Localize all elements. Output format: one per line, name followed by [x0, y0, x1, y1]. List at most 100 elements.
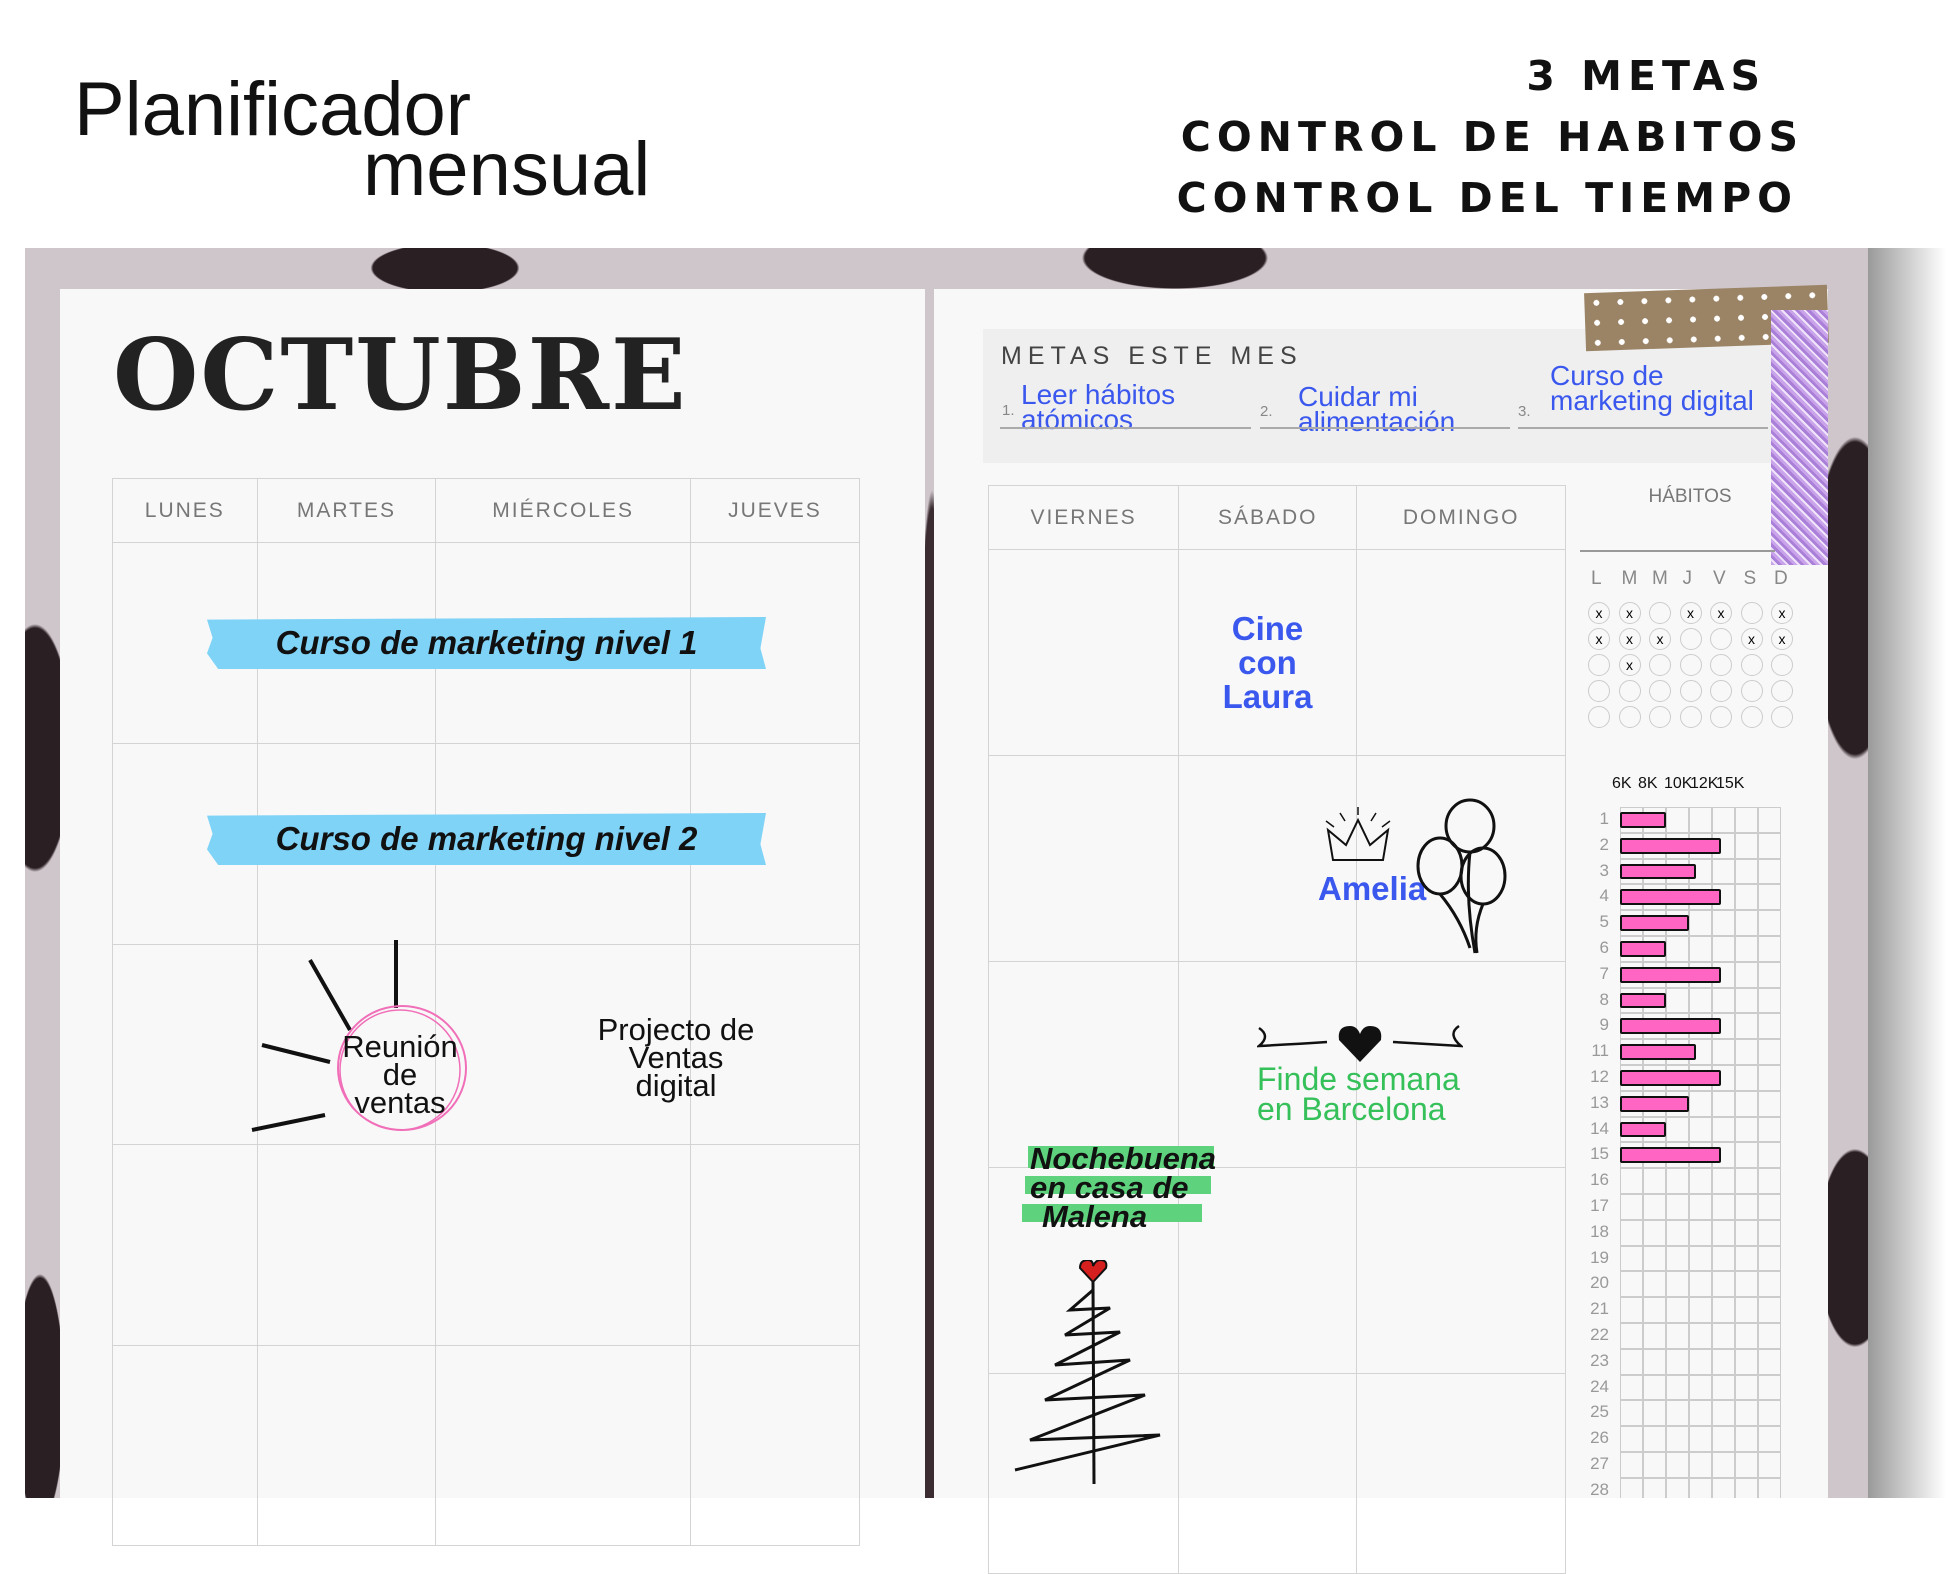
day-cell[interactable] [1178, 549, 1358, 756]
day-cell[interactable] [256, 1144, 437, 1346]
event-meeting[interactable]: Reunión de ventas [330, 1031, 470, 1118]
habit-checkbox[interactable] [1588, 680, 1610, 702]
event-cine[interactable]: Cine con Laura [1200, 612, 1335, 714]
habit-checkbox[interactable] [1740, 602, 1763, 624]
event-project[interactable]: Projecto de Ventas digital [566, 1014, 786, 1101]
grid-cell [1735, 1297, 1758, 1323]
day-header: MIÉRCOLES [435, 478, 691, 543]
day-cell[interactable] [256, 1345, 437, 1546]
grid-cell [1666, 1477, 1689, 1498]
grid-cell [1666, 1400, 1689, 1427]
habit-checkbox[interactable] [1649, 654, 1671, 676]
day-cell[interactable] [112, 944, 258, 1145]
habit-checkbox[interactable] [1771, 706, 1793, 728]
habit-checkbox[interactable] [1771, 680, 1793, 702]
day-header: LUNES [112, 478, 258, 543]
grid-cell [1643, 1297, 1666, 1323]
grid-cell [1620, 1219, 1643, 1246]
day-cell[interactable] [987, 549, 1180, 756]
habit-checkbox[interactable] [1618, 680, 1641, 702]
habit-checkbox[interactable]: x [1618, 602, 1641, 624]
row-label: 20 [1590, 1273, 1609, 1293]
habit-checkbox[interactable]: x [1588, 602, 1610, 624]
habit-checkbox[interactable] [1679, 680, 1702, 702]
habit-checkbox[interactable] [1649, 602, 1671, 624]
day-cell[interactable] [1356, 961, 1566, 1168]
habit-checkbox[interactable] [1588, 706, 1610, 728]
habit-checkbox[interactable] [1649, 680, 1671, 702]
grid-cell [1758, 936, 1781, 962]
day-cell[interactable] [987, 961, 1180, 1168]
grid-cell [1666, 1297, 1689, 1323]
habit-checkbox[interactable] [1740, 706, 1763, 728]
event-course-2[interactable]: Curso de marketing nivel 2 [207, 813, 766, 865]
grid-cell [1643, 1168, 1666, 1194]
habit-checkbox[interactable] [1679, 654, 1702, 676]
habit-checkbox[interactable]: x [1618, 628, 1641, 650]
habit-checkbox[interactable] [1710, 680, 1732, 702]
day-cell[interactable] [435, 1345, 691, 1546]
habit-checkbox[interactable]: x [1618, 654, 1641, 676]
day-cell[interactable] [1356, 1373, 1566, 1574]
day-cell[interactable] [987, 755, 1180, 962]
event-text: con [1238, 644, 1297, 681]
habit-checkbox[interactable]: x [1740, 628, 1763, 650]
grid-cell [1666, 807, 1689, 833]
habit-checkbox[interactable] [1649, 706, 1671, 728]
row-label: 21 [1590, 1299, 1609, 1319]
page-shadow [1868, 248, 1946, 1498]
goal-1[interactable]: Leer hábitos atómicos [1021, 381, 1175, 434]
day-cell[interactable] [1178, 1373, 1358, 1574]
habit-checkbox[interactable]: x [1710, 602, 1732, 624]
crown-icon [1325, 807, 1391, 861]
event-birthday[interactable]: Amelia [1318, 870, 1427, 907]
day-cell[interactable] [256, 944, 437, 1145]
day-cell[interactable] [112, 1144, 258, 1346]
grid-cell [1643, 1194, 1666, 1220]
day-cell[interactable] [689, 1144, 861, 1346]
goal-2[interactable]: Cuidar mi alimentación [1298, 383, 1455, 436]
grid-cell [1735, 1374, 1758, 1401]
grid-cell [1758, 1090, 1781, 1117]
habit-checkbox[interactable] [1771, 654, 1793, 676]
bar-day-14 [1620, 1121, 1666, 1138]
habit-checkbox[interactable]: x [1771, 602, 1793, 624]
day-cell[interactable] [435, 944, 691, 1145]
row-label: 9 [1599, 1015, 1609, 1035]
habit-checkbox[interactable]: x [1588, 628, 1610, 650]
day-cell[interactable] [435, 1144, 691, 1346]
day-cell[interactable] [1178, 755, 1358, 962]
day-cell[interactable] [1356, 1167, 1566, 1374]
habit-checkbox[interactable] [1618, 706, 1641, 728]
event-weekend[interactable]: Finde semana en Barcelona [1257, 1063, 1460, 1125]
day-cell[interactable] [1356, 549, 1566, 756]
habit-checkbox[interactable] [1740, 654, 1763, 676]
grid-cell [1735, 832, 1758, 859]
habit-checkbox[interactable] [1679, 706, 1702, 728]
habit-checkbox[interactable] [1710, 654, 1732, 676]
day-cell[interactable] [689, 944, 861, 1145]
event-course-1[interactable]: Curso de marketing nivel 1 [207, 617, 766, 669]
habit-checkbox[interactable] [1679, 628, 1702, 650]
row-label: 2 [1599, 834, 1609, 854]
habit-checkbox[interactable] [1740, 680, 1763, 702]
grid-cell [1758, 832, 1781, 859]
day-cell[interactable] [689, 1345, 861, 1546]
grid-cell [1712, 1245, 1735, 1272]
habit-checkbox[interactable]: x [1649, 628, 1671, 650]
event-xmas[interactable]: Nochebuena en casa de Malena [1030, 1143, 1216, 1232]
grid-cell [1735, 807, 1758, 833]
row-label: 6 [1599, 938, 1609, 957]
habit-checkbox[interactable]: x [1679, 602, 1702, 624]
day-cell[interactable] [1178, 961, 1358, 1168]
weekday-label: D [1774, 568, 1788, 589]
row-label: 12 [1590, 1067, 1609, 1086]
habit-checkbox[interactable] [1588, 654, 1610, 676]
grid-cell [1689, 1168, 1712, 1194]
day-cell[interactable] [112, 1345, 258, 1546]
habit-checkbox[interactable] [1710, 706, 1732, 728]
habit-checkbox[interactable] [1710, 628, 1732, 650]
day-header: JUEVES [689, 478, 861, 543]
goal-3[interactable]: Curso de marketing digital [1550, 362, 1754, 415]
habit-checkbox[interactable]: x [1771, 628, 1793, 650]
